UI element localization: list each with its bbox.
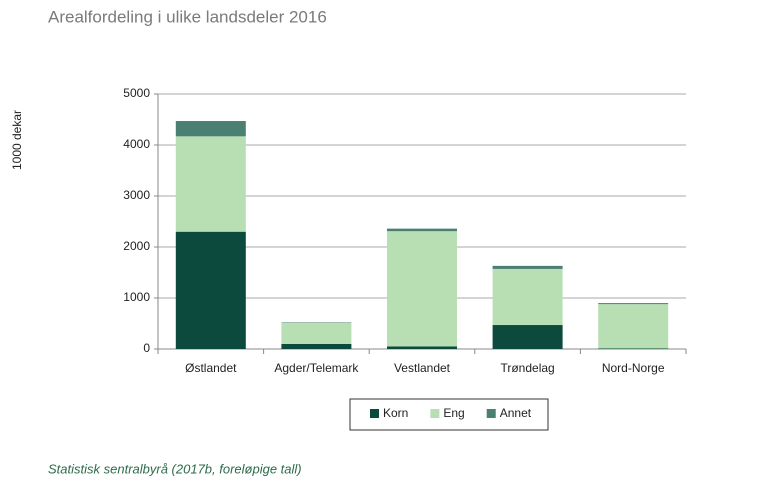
bar-segment [598, 303, 669, 305]
x-tick-label: Nord-Norge [602, 361, 665, 375]
y-tick-label: 3000 [123, 188, 150, 202]
chart-title: Arealfordeling i ulike landsdeler 2016 [48, 7, 327, 26]
legend-swatch [370, 409, 379, 418]
y-axis-label: 1000 dekar [10, 110, 24, 170]
y-tick-label: 2000 [123, 239, 150, 253]
legend-label: Eng [443, 406, 464, 420]
legend-label: Annet [500, 406, 532, 420]
bar-segment [492, 325, 563, 349]
legend-swatch [486, 409, 496, 418]
bar-segment [281, 343, 352, 349]
bar-segment [175, 121, 246, 137]
y-tick-label: 1000 [123, 290, 150, 304]
legend-box [349, 398, 549, 431]
bar-segment [598, 348, 669, 349]
x-tick-label: Agder/Telemark [274, 361, 359, 375]
source: Statistisk sentralbyrå (2017b, foreløpig… [48, 461, 302, 476]
bar-segment [492, 268, 563, 326]
legend-swatch [430, 409, 440, 418]
legend-label: Korn [383, 406, 408, 420]
bar-segment [387, 346, 457, 349]
bar-segment [387, 228, 457, 232]
bar-segment [175, 136, 246, 232]
y-tick-label: 4000 [123, 137, 150, 151]
y-tick-label: 5000 [123, 86, 150, 100]
x-tick-label: Vestlandet [394, 361, 451, 375]
bar-segment [281, 322, 352, 323]
bar-segment [387, 231, 457, 347]
bar-segment [598, 304, 669, 349]
x-tick-label: Trøndelag [500, 361, 554, 375]
bar-segment [492, 265, 563, 269]
x-tick-label: Østlandet [185, 361, 237, 375]
bar-segment [175, 231, 246, 349]
y-tick-label: 0 [143, 341, 150, 355]
bar-segment [281, 322, 352, 344]
